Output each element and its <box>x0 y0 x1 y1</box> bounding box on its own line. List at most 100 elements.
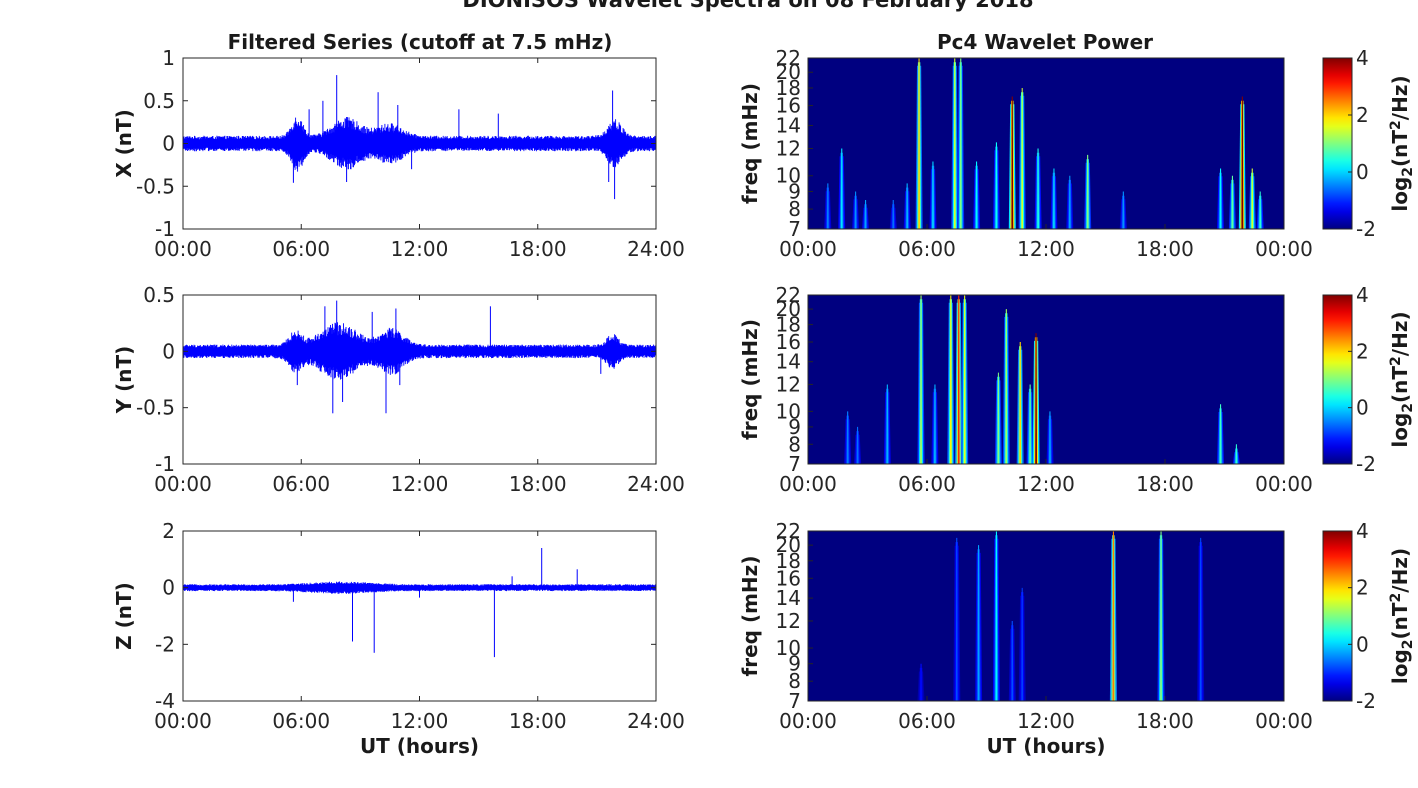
wavelet-power-streak <box>1029 384 1031 464</box>
wavelet-power-streak <box>995 531 998 701</box>
wavelet-power-streak <box>1251 168 1254 229</box>
colorbar-tick-label: 0 <box>1356 160 1369 184</box>
x-tick-label: 00:00 <box>779 237 837 261</box>
wavelet-background <box>808 295 1284 464</box>
x-tick-label: 12:00 <box>391 709 449 733</box>
colorbar-label: log2(nT2/Hz) <box>1388 548 1416 684</box>
freq-tick-label: 20 <box>776 533 801 557</box>
wavelet-power-streak <box>1011 96 1014 229</box>
freq-tick-label: 18 <box>776 313 801 337</box>
wavelet-power-streak <box>906 183 909 229</box>
x-tick-label: 00:00 <box>154 472 212 496</box>
colorbar-label: log2(nT2/Hz) <box>1388 75 1416 211</box>
x-tick-label: 12:00 <box>391 237 449 261</box>
colorbar-tick-label: 2 <box>1356 576 1369 600</box>
freq-tick-label: 9 <box>788 652 801 676</box>
x-tick-label: 00:00 <box>1255 472 1313 496</box>
x-tick-label: 12:00 <box>391 472 449 496</box>
wavelet-background <box>808 531 1284 701</box>
wavelet-power-streak <box>1235 444 1238 464</box>
series-panel-2: -1 -0.5 0 0.5 00:00 06:00 12:00 18:00 24:00 Y (nT… <box>112 283 685 496</box>
wavelet-power-streak <box>932 161 934 229</box>
freq-tick-label: 12 <box>776 372 801 396</box>
wavelet-power-streak <box>953 58 956 229</box>
freq-tick-label: 8 <box>788 669 801 693</box>
freq-tick-label: 10 <box>776 636 801 660</box>
x-tick-label: 24:00 <box>627 709 685 733</box>
y-tick-label: -1 <box>155 217 175 241</box>
y-tick-label: 1 <box>162 46 175 70</box>
wavelet-power-streak <box>846 411 849 464</box>
wavelet-power-streak <box>1122 191 1125 229</box>
freq-axis-label: freq (mHz) <box>738 83 762 204</box>
freq-tick-label: 7 <box>788 689 801 713</box>
freq-tick-label: 9 <box>788 415 801 439</box>
wavelet-power-streak <box>955 537 958 701</box>
y-tick-label: -1 <box>155 452 175 476</box>
wavelet-power-streak <box>1019 342 1022 464</box>
freq-axis-label: freq (mHz) <box>738 319 762 440</box>
colorbar-tick-label: -2 <box>1356 689 1376 713</box>
x-tick-label: 18:00 <box>509 472 567 496</box>
x-axis-label-right: UT (hours) <box>986 734 1105 758</box>
x-tick-label: 06:00 <box>272 709 330 733</box>
x-tick-label: 06:00 <box>898 237 956 261</box>
freq-axis-label: freq (mHz) <box>738 556 762 677</box>
y-axis-label: Y (nT) <box>112 346 136 415</box>
wavelet-power-streak <box>1160 531 1162 701</box>
x-tick-label: 06:00 <box>272 237 330 261</box>
figure-title: DIONISOS Wavelet Spectra on 08 February … <box>462 0 1033 12</box>
freq-tick-label: 14 <box>776 350 801 374</box>
y-tick-label: 0 <box>162 339 175 363</box>
y-tick-label: -4 <box>155 689 175 713</box>
y-axis-label: X (nT) <box>112 109 136 178</box>
colorbar-tick-label: -2 <box>1356 452 1376 476</box>
freq-tick-label: 8 <box>788 197 801 221</box>
wavelet-power-streak <box>1219 168 1222 229</box>
freq-tick-label: 20 <box>776 297 801 321</box>
wavelet-power-streak <box>1005 309 1008 464</box>
freq-tick-label: 20 <box>776 60 801 84</box>
freq-tick-label: 10 <box>776 399 801 423</box>
wavelet-power-streak <box>1112 531 1115 701</box>
x-tick-label: 06:00 <box>272 472 330 496</box>
wavelet-power-streak <box>949 295 952 464</box>
colorbar-tick-label: 4 <box>1356 283 1369 307</box>
freq-tick-label: 22 <box>776 46 801 70</box>
colorbar-gradient <box>1322 530 1353 702</box>
wavelet-power-streak <box>1035 333 1037 464</box>
x-tick-label: 12:00 <box>1017 237 1075 261</box>
wavelet-power-streak <box>1021 587 1024 701</box>
wavelet-power-streak <box>892 200 895 229</box>
y-tick-label: 0.5 <box>143 89 175 113</box>
wavelet-power-streak <box>1037 148 1039 229</box>
freq-tick-label: 16 <box>776 566 801 590</box>
y-tick-label: -2 <box>155 632 175 656</box>
x-tick-label: 18:00 <box>509 237 567 261</box>
wavelet-power-streak <box>826 183 829 229</box>
y-tick-label: 0 <box>162 576 175 600</box>
wavelet-power-streak <box>1231 175 1234 229</box>
wavelet-power-streak <box>995 142 998 229</box>
colorbar-tick-label: 2 <box>1356 339 1369 363</box>
wavelet-power-streak <box>1241 96 1244 229</box>
freq-tick-label: 14 <box>776 113 801 137</box>
freq-tick-label: 16 <box>776 94 801 118</box>
x-tick-label: 12:00 <box>1017 472 1075 496</box>
x-axis-label-left: UT (hours) <box>360 734 479 758</box>
freq-tick-label: 22 <box>776 519 801 543</box>
left-column-title: Filtered Series (cutoff at 7.5 mHz) <box>228 30 613 54</box>
colorbar-tick-label: 0 <box>1356 396 1369 420</box>
x-tick-label: 00:00 <box>779 472 837 496</box>
wavelet-power-streak <box>840 148 843 229</box>
x-tick-label: 18:00 <box>1136 709 1194 733</box>
wavelet-power-streak <box>918 58 920 229</box>
freq-tick-label: 18 <box>776 549 801 573</box>
wavelet-power-streak <box>856 426 859 464</box>
x-tick-label: 18:00 <box>1136 237 1194 261</box>
colorbar-label: log2(nT2/Hz) <box>1388 311 1416 447</box>
wavelet-power-streak <box>975 161 978 229</box>
y-axis-label: Z (nT) <box>112 582 136 650</box>
